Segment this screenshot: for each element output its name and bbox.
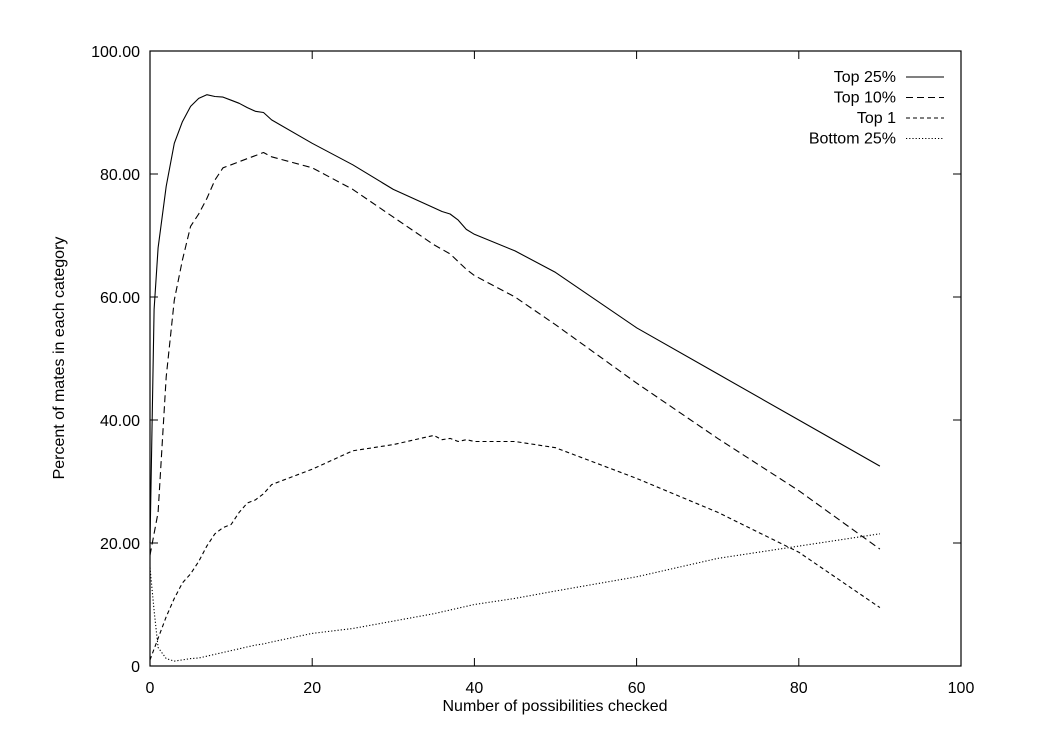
- legend-label: Bottom 25%: [809, 131, 896, 148]
- series-line-2: [149, 151, 881, 556]
- axis-ticks: 0 20 40 60 80 100 0 20.00 40.00 60.00 80.00 100.00: [91, 44, 974, 697]
- series-line-3: [149, 434, 881, 661]
- y-tick-label: 40.00: [100, 413, 140, 430]
- y-tick-label: 80.00: [100, 167, 140, 184]
- legend-label: Top 25%: [834, 69, 896, 86]
- x-tick-label: 0: [146, 680, 155, 697]
- legend-label: Top 10%: [834, 90, 896, 107]
- x-tick-label: 80: [790, 680, 808, 697]
- x-tick-label: 40: [466, 680, 484, 697]
- y-axis-title: Percent of mates in each category: [51, 237, 68, 480]
- plot-area-frame: [149, 50, 962, 667]
- y-tick-label: 100.00: [91, 44, 140, 61]
- series-lines: [149, 94, 881, 662]
- y-tick-label: 60.00: [100, 290, 140, 307]
- y-tick-label: 20.00: [100, 536, 140, 553]
- y-tick-label: 0: [131, 659, 140, 676]
- legend-label: Top 1: [857, 110, 896, 127]
- x-axis-title: Number of possibilities checked: [443, 698, 668, 715]
- legend: Top 25% Top 10% Top 1 Bottom 25%: [809, 69, 944, 148]
- series-line-1: [149, 94, 881, 544]
- x-tick-label: 100: [948, 680, 975, 697]
- x-tick-label: 20: [303, 680, 321, 697]
- series-line-4: [149, 533, 880, 662]
- x-tick-label: 60: [628, 680, 646, 697]
